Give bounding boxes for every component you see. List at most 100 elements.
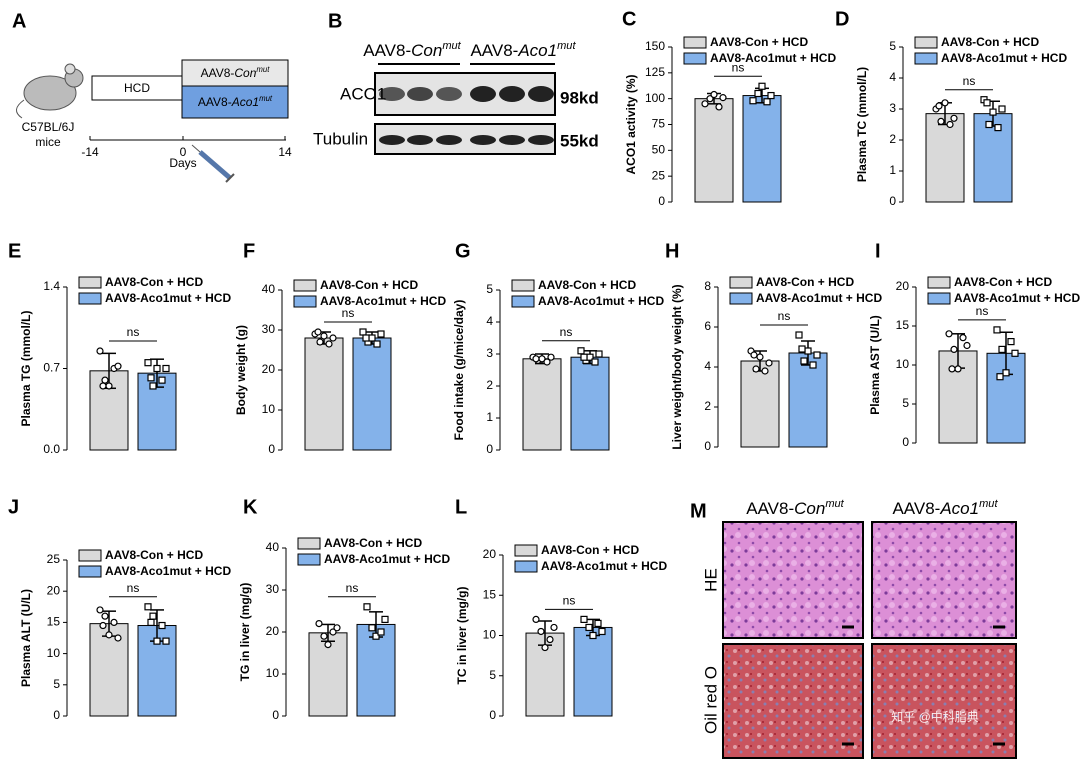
data-point xyxy=(954,365,962,373)
data-point xyxy=(541,643,549,652)
y-tick-label: 30 xyxy=(266,582,280,596)
scale-bars xyxy=(842,625,1005,746)
legend-swatch xyxy=(297,537,321,550)
annotation: ns xyxy=(563,594,576,608)
data-point xyxy=(96,347,104,355)
data-point xyxy=(750,351,758,359)
size-label: 55kd xyxy=(560,131,599,150)
label-part: mut xyxy=(259,94,273,103)
y-tick-label: 25 xyxy=(652,168,666,182)
data-point xyxy=(594,619,602,628)
y-tick-label: 10 xyxy=(483,628,497,642)
legend-label: AAV8-Aco1mut + HCD xyxy=(320,294,446,308)
data-point xyxy=(162,364,170,373)
data-point xyxy=(546,635,554,644)
blot-header: AAV8-Aco1mut xyxy=(470,40,576,61)
data-point xyxy=(377,330,385,338)
data-point xyxy=(580,615,588,624)
legend-label: AAV8-Con + HCD xyxy=(324,536,422,550)
data-point xyxy=(325,340,333,348)
legend-label: AAV8-Aco1mut + HCD xyxy=(324,552,450,566)
label-part: AAV8- xyxy=(746,499,794,518)
y-tick-label: 1 xyxy=(889,163,896,177)
legend-label: AAV8-Aco1mut + HCD xyxy=(541,559,667,573)
bar xyxy=(694,98,734,203)
data-point xyxy=(945,330,953,338)
y-tick-label: 5 xyxy=(489,668,496,682)
data-point xyxy=(329,628,337,636)
panel-letter: B xyxy=(328,10,342,32)
y-axis-label: Body weight (g) xyxy=(234,325,248,415)
y-tick-label: 0 xyxy=(658,194,665,208)
legend-label: AAV8-Con + HCD xyxy=(710,35,808,49)
bar xyxy=(352,337,392,451)
data-point xyxy=(359,328,367,336)
data-point xyxy=(950,114,958,122)
data-point xyxy=(158,376,166,384)
legend-swatch xyxy=(927,292,951,305)
histology-image xyxy=(871,643,1017,759)
panel-letter: L xyxy=(455,496,467,518)
label-part: Con xyxy=(411,41,442,60)
group-label: AAV8-Aco1mut xyxy=(198,94,273,110)
legend-swatch xyxy=(514,544,538,557)
legend-label: AAV8-Con + HCD xyxy=(941,35,1039,49)
label-part: Aco1 xyxy=(231,95,259,109)
data-point xyxy=(153,364,161,373)
data-point xyxy=(314,328,322,336)
annotation: ns xyxy=(560,325,573,339)
data-point xyxy=(985,120,993,129)
data-point xyxy=(996,373,1004,381)
y-tick-label: 8 xyxy=(704,279,711,293)
data-point xyxy=(96,606,104,614)
y-tick-label: 20 xyxy=(262,362,276,376)
legend-swatch xyxy=(514,560,538,573)
legend-swatch xyxy=(914,36,938,49)
y-tick-label: 0.7 xyxy=(43,361,60,375)
y-tick-label: 20 xyxy=(47,583,61,597)
data-point xyxy=(373,340,381,348)
y-axis-label: Food intake (g/mice/day) xyxy=(452,300,466,441)
data-point xyxy=(114,362,122,370)
y-tick-label: 5 xyxy=(53,677,60,691)
legend-label: AAV8-Aco1mut + HCD xyxy=(941,51,1067,65)
label-part: Aco1 xyxy=(939,499,979,518)
y-tick-label: 20 xyxy=(483,547,497,561)
data-point xyxy=(754,89,762,98)
y-tick-label: 75 xyxy=(652,117,666,131)
legend-label: AAV8-Aco1mut + HCD xyxy=(756,291,882,305)
y-tick-label: 0 xyxy=(272,708,279,722)
data-point xyxy=(329,334,337,342)
y-tick-label: 3 xyxy=(889,101,896,115)
annotation: ns xyxy=(342,306,355,320)
label-part: mut xyxy=(442,40,461,52)
mouse-icon xyxy=(16,63,84,119)
label-part: AAV8- xyxy=(470,41,518,60)
data-point xyxy=(998,345,1006,353)
data-point xyxy=(706,95,714,103)
y-tick-label: 50 xyxy=(652,143,666,157)
protein-label: Tubulin xyxy=(313,129,368,148)
data-point xyxy=(763,98,771,106)
blot-header: AAV8-Conmut xyxy=(363,40,461,61)
annotation: ns xyxy=(127,325,140,339)
data-point xyxy=(105,631,113,639)
legend-label: AAV8-Con + HCD xyxy=(756,275,854,289)
y-tick-label: 25 xyxy=(47,552,61,566)
data-point xyxy=(377,628,385,636)
label-part: Con xyxy=(794,499,825,518)
y-tick-label: 0 xyxy=(53,708,60,722)
data-point xyxy=(101,376,109,384)
strain: C57BL/6J xyxy=(22,120,75,134)
panel-letter: C xyxy=(622,8,636,30)
data-point xyxy=(756,353,764,361)
legend-swatch xyxy=(683,36,707,49)
y-tick-label: 15 xyxy=(47,615,61,629)
data-point xyxy=(114,634,122,642)
y-tick-label: 0.0 xyxy=(43,442,60,456)
data-point xyxy=(1011,349,1019,357)
y-tick-label: 125 xyxy=(645,65,665,79)
label-part: mut xyxy=(825,498,844,510)
data-point xyxy=(752,365,760,373)
